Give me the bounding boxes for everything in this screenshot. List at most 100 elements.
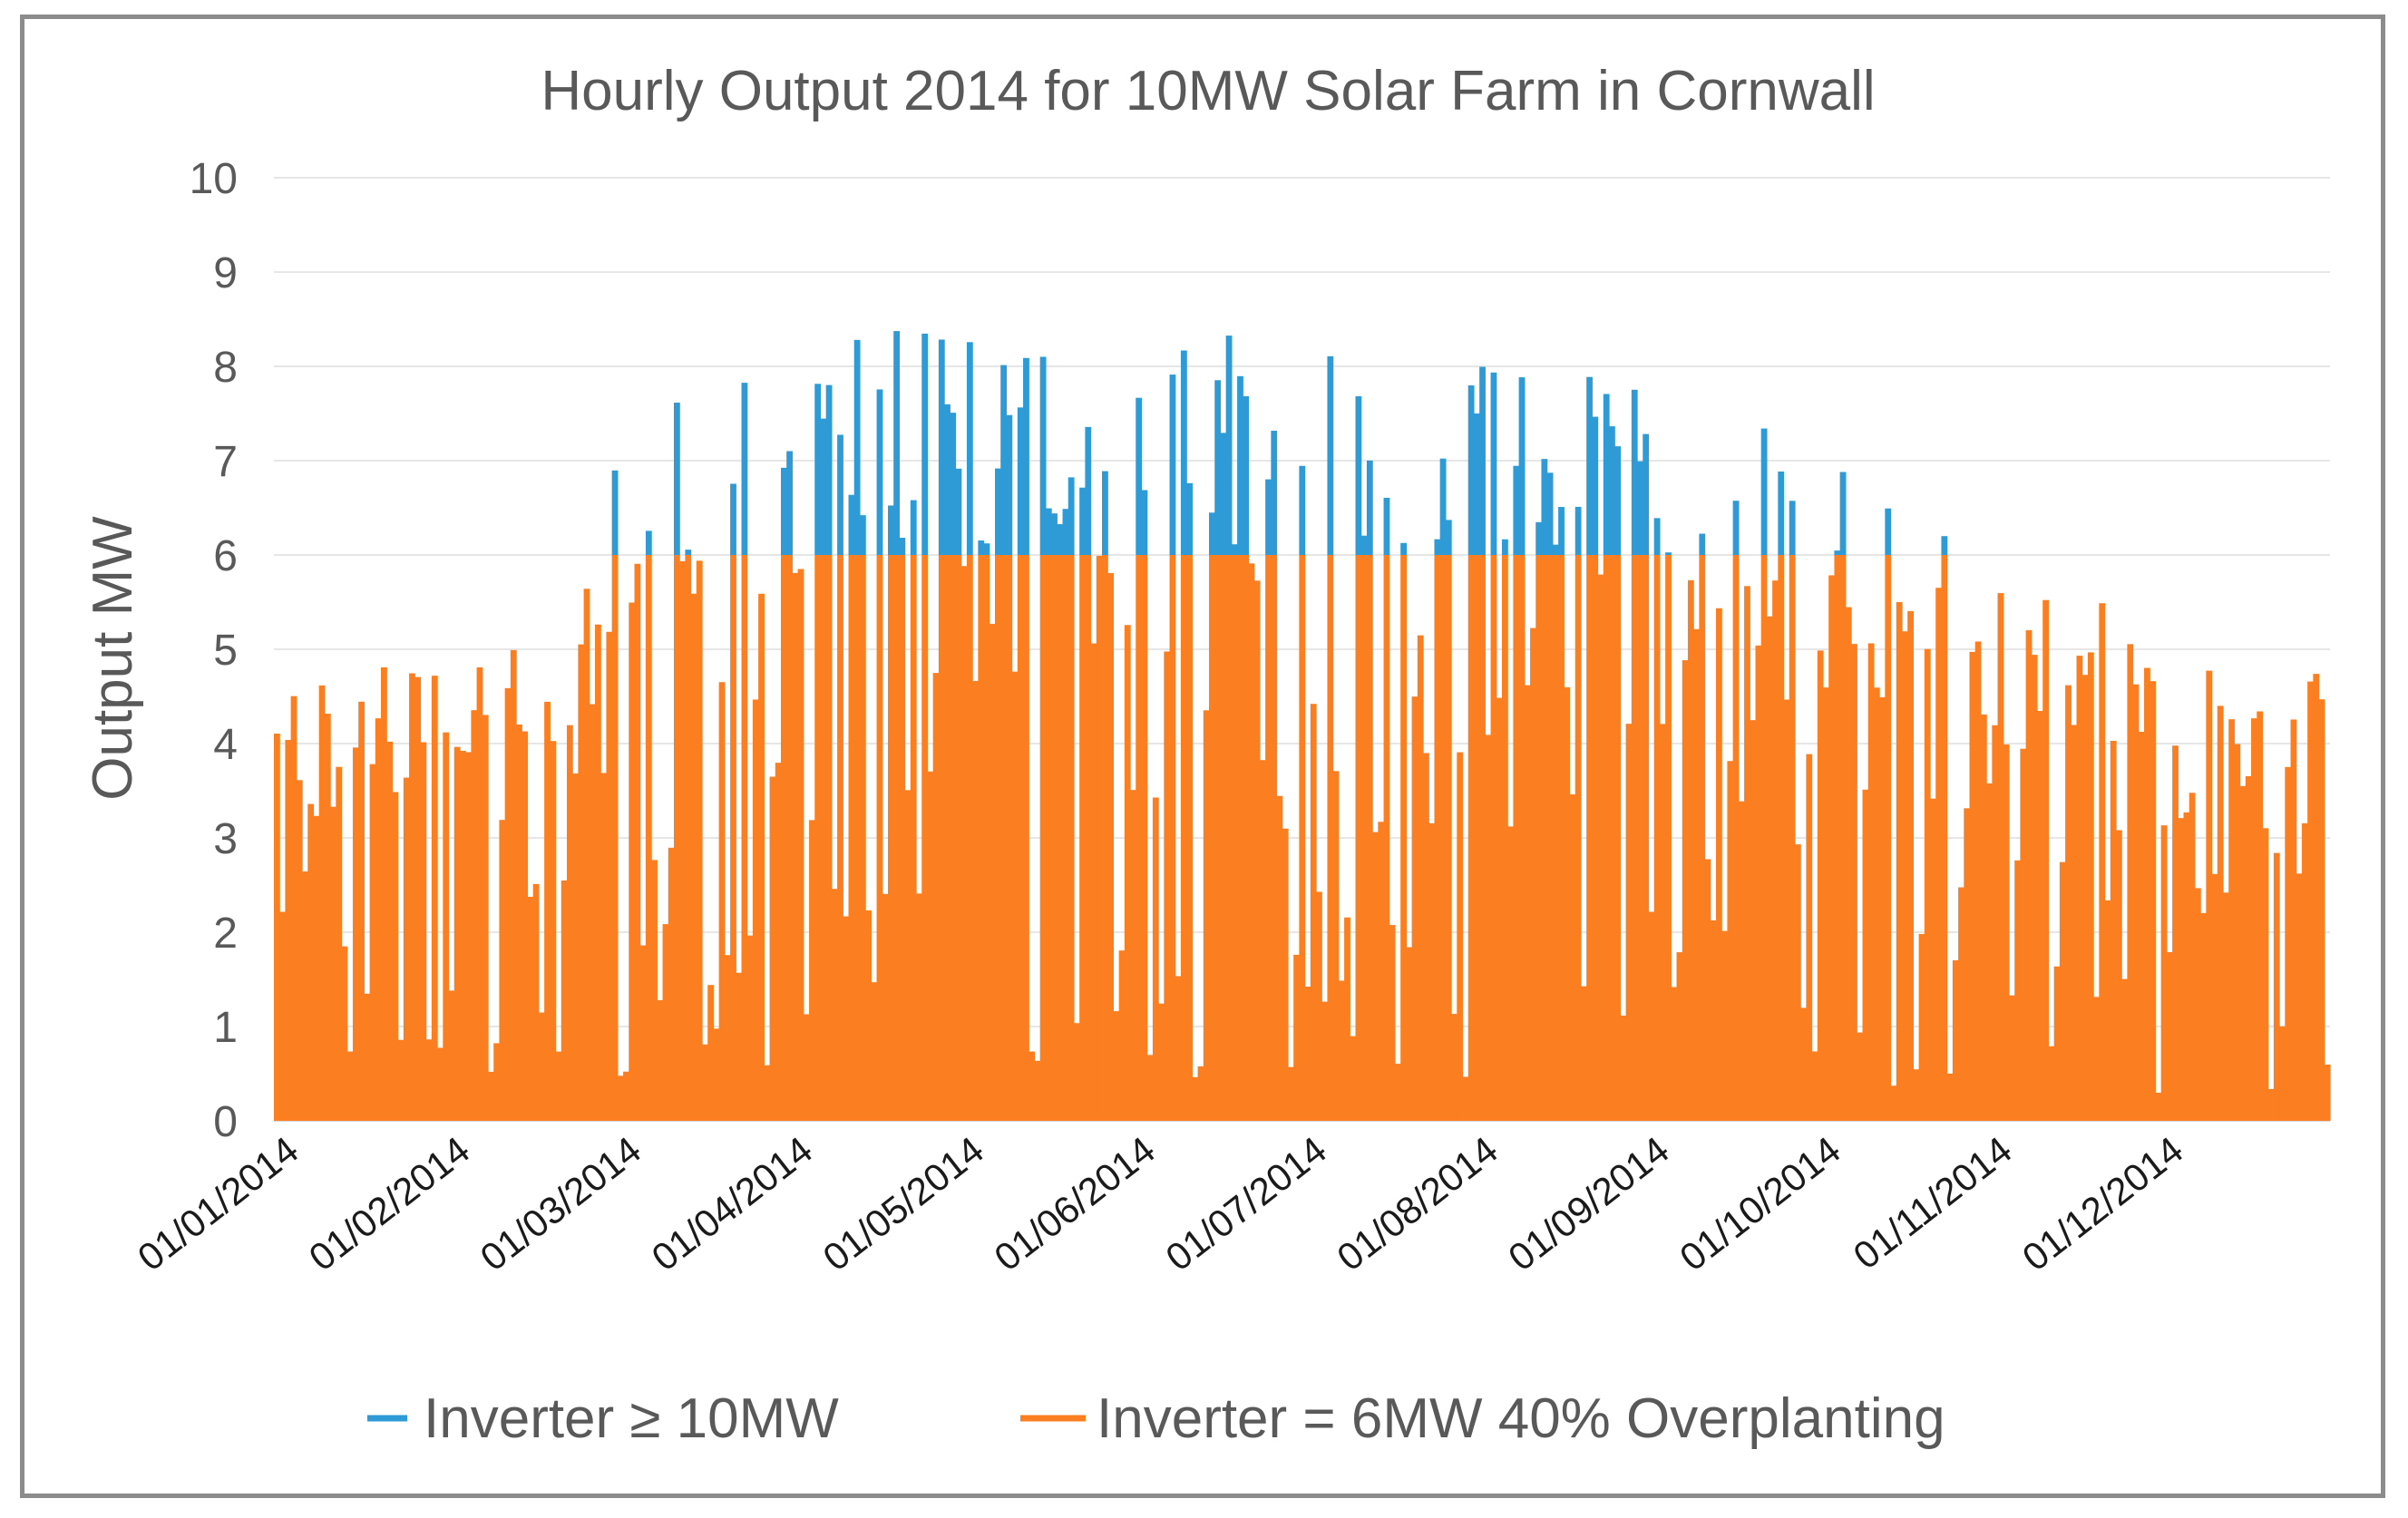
- bar-6mw-day-253: [1693, 628, 1700, 1121]
- bar-6mw-day-95: [803, 1014, 810, 1121]
- bar-6mw-day-21: [386, 741, 394, 1121]
- x-tick-label-7: 01/07/2014: [1157, 1128, 1334, 1279]
- bar-6mw-day-145: [1085, 555, 1092, 1121]
- bar-10mw-day-208: [1439, 458, 1447, 555]
- bar-6mw-day-286: [1879, 696, 1886, 1121]
- bar-6mw-day-193: [1355, 555, 1362, 1121]
- bar-6mw-day-159: [1164, 651, 1171, 1121]
- bar-10mw-day-226: [1541, 459, 1548, 555]
- bar-6mw-day-220: [1507, 826, 1515, 1121]
- bar-6mw-day-132: [1011, 671, 1019, 1121]
- bar-6mw-day-265: [1760, 555, 1768, 1121]
- bar-10mw-day-270: [1789, 501, 1796, 555]
- bar-6mw-day-203: [1411, 696, 1418, 1121]
- bar-6mw-day-156: [1146, 1055, 1154, 1121]
- bar-6mw-day-62: [617, 1075, 624, 1121]
- bar-6mw-day-298: [1946, 1073, 1954, 1121]
- y-tick-label-10: 10: [190, 155, 238, 203]
- bar-6mw-day-205: [1423, 753, 1429, 1121]
- x-tick-label-9: 01/09/2014: [1500, 1128, 1677, 1279]
- bar-6mw-day-183: [1299, 555, 1306, 1121]
- bar-6mw-day-331: [2132, 684, 2140, 1121]
- bar-6mw-day-333: [2144, 667, 2150, 1121]
- bar-6mw-day-138: [1045, 555, 1052, 1121]
- bar-6mw-day-277: [1828, 575, 1836, 1121]
- bar-6mw-day-315: [2042, 599, 2050, 1121]
- bar-6mw-day-65: [634, 563, 641, 1121]
- bar-6mw-day-245: [1648, 911, 1655, 1121]
- bar-6mw-day-280: [1845, 607, 1852, 1121]
- bar-6mw-day-151: [1118, 950, 1126, 1121]
- bar-6mw-day-66: [639, 945, 647, 1121]
- bar-6mw-day-141: [1062, 555, 1069, 1121]
- bar-10mw-day-162: [1180, 350, 1187, 555]
- bar-6mw-day-279: [1839, 555, 1847, 1121]
- bar-6mw-day-96: [809, 820, 815, 1121]
- bar-6mw-day-50: [550, 741, 557, 1121]
- bar-10mw-day-254: [1699, 533, 1706, 555]
- bar-6mw-day-32: [448, 990, 455, 1121]
- bar-6mw-day-77: [702, 1044, 708, 1121]
- bar-10mw-day-91: [780, 467, 787, 555]
- bar-6mw-day-270: [1789, 555, 1796, 1121]
- bar-10mw-day-120: [944, 404, 951, 555]
- bar-6mw-day-308: [2003, 744, 2010, 1121]
- bar-6mw-day-224: [1530, 628, 1536, 1121]
- bar-6mw-day-302: [1969, 651, 1976, 1121]
- bar-6mw-day-23: [397, 1039, 405, 1121]
- bar-6mw-day-186: [1316, 891, 1322, 1121]
- bar-6mw-day-275: [1817, 650, 1824, 1121]
- bar-6mw-day-105: [859, 555, 866, 1121]
- bar-6mw-day-318: [2059, 861, 2066, 1121]
- bar-10mw-day-178: [1271, 430, 1278, 555]
- bar-6mw-day-174: [1248, 563, 1255, 1121]
- bar-6mw-day-13: [341, 946, 348, 1121]
- bar-6mw-day-131: [1006, 555, 1013, 1121]
- bar-10mw-day-209: [1445, 520, 1452, 555]
- bar-10mw-day-99: [825, 384, 833, 555]
- bar-6mw-day-56: [583, 589, 590, 1121]
- bar-6mw-day-93: [792, 572, 799, 1121]
- bar-6mw-day-123: [960, 566, 968, 1121]
- bar-6mw-day-364: [2318, 699, 2325, 1121]
- bar-6mw-day-27: [420, 742, 427, 1121]
- bar-6mw-day-15: [352, 747, 359, 1121]
- bar-6mw-day-60: [606, 631, 613, 1121]
- bar-6mw-day-322: [2081, 675, 2089, 1121]
- bar-6mw-day-252: [1687, 579, 1694, 1121]
- chart-frame: Hourly Output 2014 for 10MW Solar Farm i…: [20, 15, 2385, 1498]
- bar-6mw-day-268: [1778, 555, 1785, 1121]
- bar-6mw-day-37: [476, 667, 483, 1121]
- bar-6mw-day-119: [938, 555, 945, 1121]
- bar-6mw-day-246: [1653, 555, 1661, 1121]
- bar-10mw-day-155: [1141, 490, 1148, 555]
- bar-6mw-day-152: [1124, 625, 1131, 1121]
- bar-6mw-day-125: [972, 680, 979, 1121]
- bar-6mw-day-188: [1327, 555, 1334, 1121]
- bar-10mw-day-237: [1603, 394, 1610, 555]
- bar-6mw-day-73: [679, 560, 686, 1121]
- bar-6mw-day-254: [1699, 555, 1706, 1121]
- bar-6mw-day-85: [746, 935, 754, 1121]
- bar-10mw-day-154: [1136, 397, 1143, 555]
- bar-10mw-day-170: [1225, 336, 1233, 555]
- bar-6mw-day-91: [780, 555, 787, 1121]
- bar-10mw-day-195: [1366, 460, 1373, 555]
- bar-6mw-day-238: [1608, 555, 1615, 1121]
- bar-6mw-day-267: [1772, 580, 1779, 1121]
- bar-10mw-day-137: [1039, 356, 1047, 555]
- bar-10mw-day-246: [1653, 518, 1661, 555]
- bar-10mw-day-207: [1434, 539, 1441, 555]
- bar-10mw-day-234: [1586, 376, 1593, 555]
- bar-6mw-day-102: [843, 916, 850, 1121]
- bar-6mw-day-353: [2257, 711, 2264, 1121]
- bar-6mw-day-143: [1073, 1023, 1080, 1121]
- bar-10mw-day-198: [1383, 497, 1390, 555]
- bar-6mw-day-222: [1518, 555, 1526, 1121]
- bar-6mw-day-184: [1304, 987, 1311, 1121]
- bar-6mw-day-348: [2228, 719, 2236, 1121]
- bar-6mw-day-112: [899, 555, 906, 1121]
- legend-label-inverter-10mw: Inverter ≥ 10MW: [424, 1387, 839, 1450]
- bar-10mw-day-101: [837, 434, 843, 555]
- bar-6mw-day-296: [1935, 588, 1943, 1121]
